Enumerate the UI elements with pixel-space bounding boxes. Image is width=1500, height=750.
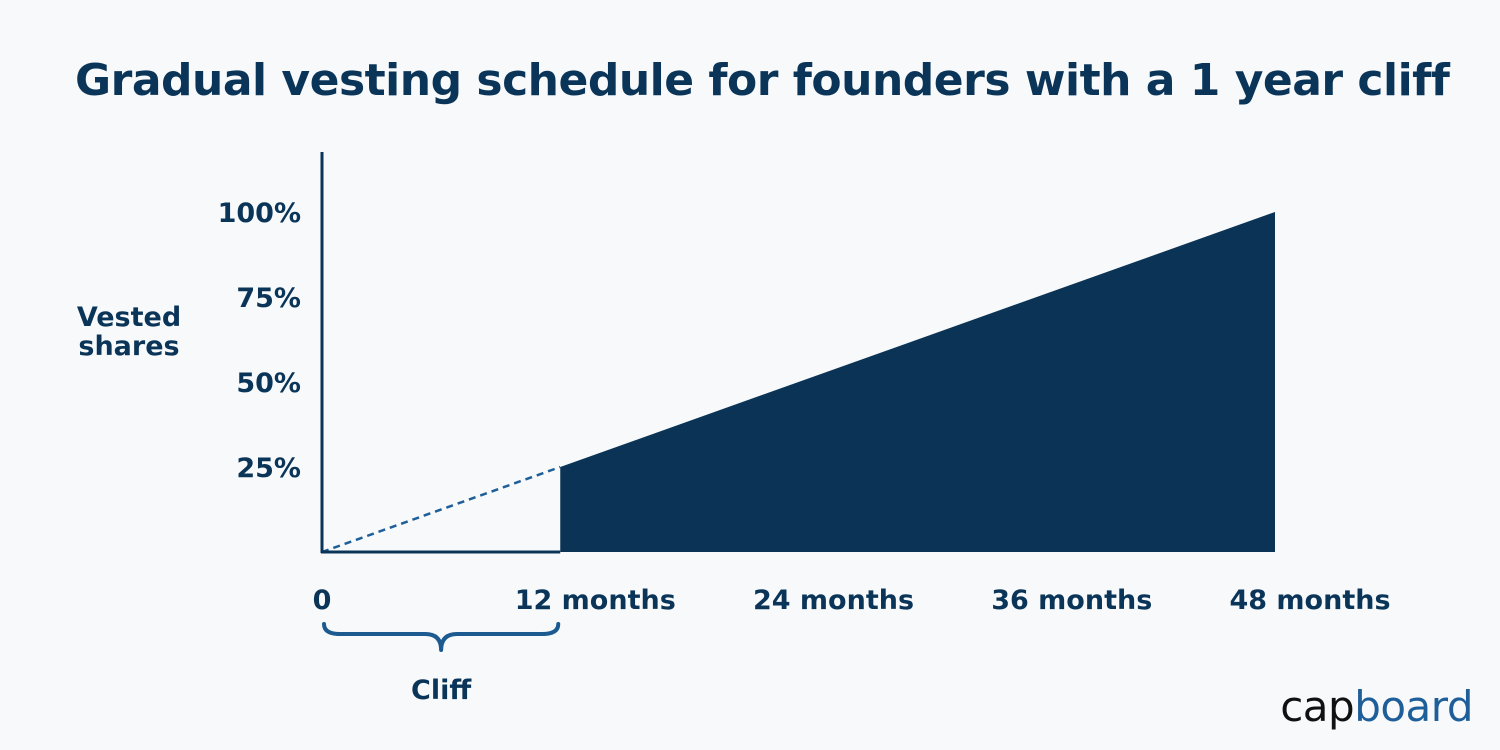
y-axis-label: Vested shares: [77, 302, 181, 362]
x-tick-label: 0: [313, 585, 332, 616]
chart-marks: [320, 152, 1275, 554]
logo-prefix: cap: [1280, 682, 1354, 731]
x-tick-label: 36 months: [991, 585, 1152, 616]
x-tick-labels: 0 12 months 24 months 36 months 48 months: [313, 585, 1391, 616]
chart-title: Gradual vesting schedule for founders wi…: [75, 55, 1451, 106]
y-tick-label: 75%: [236, 283, 301, 314]
y-tick-label: 25%: [236, 453, 301, 484]
y-tick-labels: 25% 50% 75% 100%: [218, 198, 301, 484]
y-axis-label-line-1: Vested: [77, 302, 181, 333]
cliff-label: Cliff: [411, 675, 472, 706]
x-tick-label: 24 months: [753, 585, 914, 616]
y-axis-label-line-2: shares: [78, 331, 179, 362]
y-tick-label: 50%: [236, 368, 301, 399]
x-tick-label: 48 months: [1229, 585, 1390, 616]
cliff-brace: [322, 622, 561, 652]
x-tick-label: 12 months: [515, 585, 676, 616]
vested-area: [560, 212, 1275, 552]
logo-suffix: board: [1354, 682, 1473, 731]
pre-cliff-projection-line: [321, 465, 561, 554]
y-tick-label: 100%: [218, 198, 301, 229]
capboard-logo: capboard: [1280, 682, 1473, 731]
